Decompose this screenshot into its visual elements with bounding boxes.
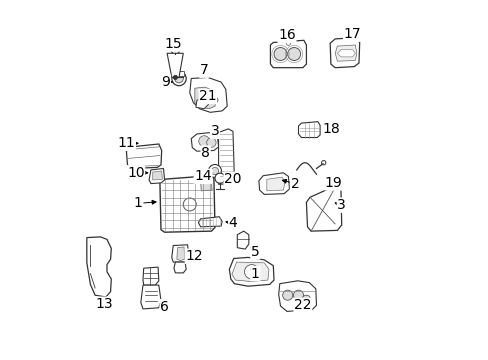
Polygon shape <box>160 176 215 232</box>
Polygon shape <box>337 50 355 57</box>
Polygon shape <box>126 144 162 168</box>
Text: 3: 3 <box>337 198 346 212</box>
Polygon shape <box>174 262 186 273</box>
Circle shape <box>302 295 310 304</box>
Circle shape <box>211 167 218 175</box>
Polygon shape <box>177 247 184 261</box>
Circle shape <box>282 290 292 300</box>
Circle shape <box>171 71 186 86</box>
Polygon shape <box>278 281 316 311</box>
Polygon shape <box>231 262 268 282</box>
Polygon shape <box>335 45 356 61</box>
Circle shape <box>285 41 290 45</box>
Text: 18: 18 <box>322 122 339 136</box>
Circle shape <box>171 45 179 54</box>
Polygon shape <box>87 237 111 297</box>
Polygon shape <box>141 285 161 309</box>
Circle shape <box>199 136 209 147</box>
Text: 22: 22 <box>293 298 311 312</box>
Text: 17: 17 <box>343 27 361 41</box>
Circle shape <box>183 198 196 211</box>
Polygon shape <box>200 180 212 191</box>
Polygon shape <box>174 71 183 76</box>
Text: 2: 2 <box>290 177 299 190</box>
Polygon shape <box>237 231 248 249</box>
Polygon shape <box>270 40 306 68</box>
Polygon shape <box>152 171 162 180</box>
Polygon shape <box>189 77 227 112</box>
Text: 21: 21 <box>199 90 216 103</box>
Text: 6: 6 <box>160 300 169 314</box>
Polygon shape <box>198 92 211 104</box>
Text: 8: 8 <box>201 146 210 160</box>
Circle shape <box>215 173 224 183</box>
Text: 10: 10 <box>127 166 144 180</box>
Polygon shape <box>194 87 216 109</box>
Text: 5: 5 <box>250 245 259 259</box>
Circle shape <box>212 97 218 103</box>
Circle shape <box>321 161 325 165</box>
Text: 16: 16 <box>278 28 295 42</box>
Circle shape <box>173 75 177 80</box>
Circle shape <box>293 290 303 300</box>
Text: 4: 4 <box>228 216 237 230</box>
Text: 12: 12 <box>185 249 203 263</box>
Circle shape <box>208 165 221 177</box>
Polygon shape <box>298 122 320 138</box>
Text: 13: 13 <box>95 297 113 311</box>
Text: 14: 14 <box>194 170 211 183</box>
Polygon shape <box>149 168 164 184</box>
Text: 1: 1 <box>134 197 142 210</box>
Text: 9: 9 <box>161 75 170 89</box>
Polygon shape <box>196 98 208 109</box>
Text: 3: 3 <box>210 125 219 138</box>
Polygon shape <box>229 257 273 286</box>
Circle shape <box>273 48 286 60</box>
Polygon shape <box>329 38 359 68</box>
Polygon shape <box>266 177 284 191</box>
Text: 20: 20 <box>224 172 241 186</box>
Polygon shape <box>142 267 159 285</box>
Polygon shape <box>306 185 341 231</box>
Text: 1: 1 <box>250 267 259 280</box>
Text: 7: 7 <box>200 63 208 77</box>
Circle shape <box>287 48 300 60</box>
Circle shape <box>244 265 258 279</box>
Text: 15: 15 <box>164 37 182 51</box>
Circle shape <box>206 138 216 147</box>
Polygon shape <box>167 53 183 77</box>
Polygon shape <box>171 245 188 262</box>
Polygon shape <box>191 132 218 151</box>
Text: 19: 19 <box>324 176 342 190</box>
Polygon shape <box>218 129 234 184</box>
Text: 11: 11 <box>117 136 135 150</box>
Circle shape <box>174 74 183 83</box>
Polygon shape <box>198 217 222 227</box>
Polygon shape <box>258 173 289 194</box>
